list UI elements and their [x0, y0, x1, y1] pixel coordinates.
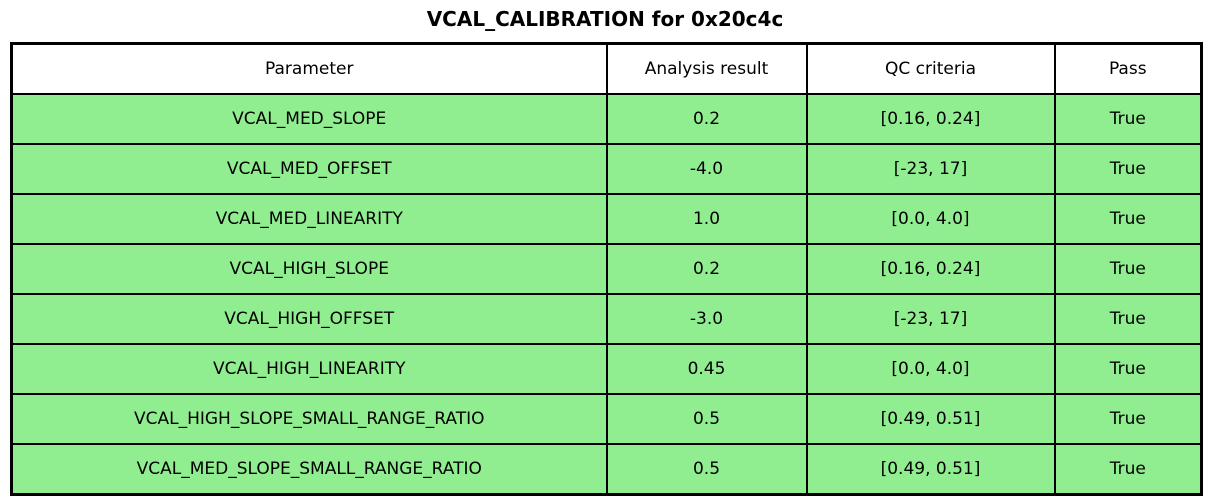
param-cell: VCAL_MED_LINEARITY: [10, 193, 608, 245]
header-pass: Pass: [1053, 42, 1203, 95]
pass-cell: True: [1053, 393, 1203, 445]
table-row: VCAL_MED_SLOPE 0.2 [0.16, 0.24] True: [10, 93, 1203, 145]
pass-cell: True: [1053, 343, 1203, 395]
result-cell: 0.5: [605, 443, 808, 496]
pass-cell: True: [1053, 443, 1203, 496]
pass-cell: True: [1053, 193, 1203, 245]
criteria-cell: [0.16, 0.24]: [805, 243, 1056, 295]
result-cell: -3.0: [605, 293, 808, 345]
param-cell: VCAL_HIGH_SLOPE_SMALL_RANGE_RATIO: [10, 393, 608, 445]
criteria-cell: [0.49, 0.51]: [805, 393, 1056, 445]
result-cell: 0.2: [605, 243, 808, 295]
header-row: Parameter Analysis result QC criteria Pa…: [10, 42, 1203, 95]
pass-cell: True: [1053, 143, 1203, 195]
pass-cell: True: [1053, 293, 1203, 345]
table-row: VCAL_MED_SLOPE_SMALL_RANGE_RATIO 0.5 [0.…: [10, 443, 1203, 496]
table-row: VCAL_HIGH_OFFSET -3.0 [-23, 17] True: [10, 293, 1203, 345]
result-cell: 1.0: [605, 193, 808, 245]
result-cell: 0.45: [605, 343, 808, 395]
criteria-cell: [0.49, 0.51]: [805, 443, 1056, 496]
table-row: VCAL_MED_LINEARITY 1.0 [0.0, 4.0] True: [10, 193, 1203, 245]
param-cell: VCAL_HIGH_OFFSET: [10, 293, 608, 345]
header-analysis-result: Analysis result: [605, 42, 808, 95]
param-cell: VCAL_HIGH_SLOPE: [10, 243, 608, 295]
header-parameter: Parameter: [10, 42, 608, 95]
qc-results-table: Parameter Analysis result QC criteria Pa…: [10, 42, 1203, 496]
pass-cell: True: [1053, 243, 1203, 295]
chart-title: VCAL_CALIBRATION for 0x20c4c: [426, 7, 784, 31]
table-row: VCAL_HIGH_SLOPE_SMALL_RANGE_RATIO 0.5 [0…: [10, 393, 1203, 445]
result-cell: 0.2: [605, 93, 808, 145]
pass-cell: True: [1053, 93, 1203, 145]
criteria-cell: [-23, 17]: [805, 143, 1056, 195]
criteria-cell: [0.16, 0.24]: [805, 93, 1056, 145]
table-row: VCAL_HIGH_SLOPE 0.2 [0.16, 0.24] True: [10, 243, 1203, 295]
param-cell: VCAL_HIGH_LINEARITY: [10, 343, 608, 395]
criteria-cell: [0.0, 4.0]: [805, 193, 1056, 245]
table-row: VCAL_MED_OFFSET -4.0 [-23, 17] True: [10, 143, 1203, 195]
param-cell: VCAL_MED_SLOPE_SMALL_RANGE_RATIO: [10, 443, 608, 496]
criteria-cell: [0.0, 4.0]: [805, 343, 1056, 395]
result-cell: 0.5: [605, 393, 808, 445]
result-cell: -4.0: [605, 143, 808, 195]
header-qc-criteria: QC criteria: [805, 42, 1056, 95]
criteria-cell: [-23, 17]: [805, 293, 1056, 345]
param-cell: VCAL_MED_SLOPE: [10, 93, 608, 145]
param-cell: VCAL_MED_OFFSET: [10, 143, 608, 195]
table-row: VCAL_HIGH_LINEARITY 0.45 [0.0, 4.0] True: [10, 343, 1203, 395]
